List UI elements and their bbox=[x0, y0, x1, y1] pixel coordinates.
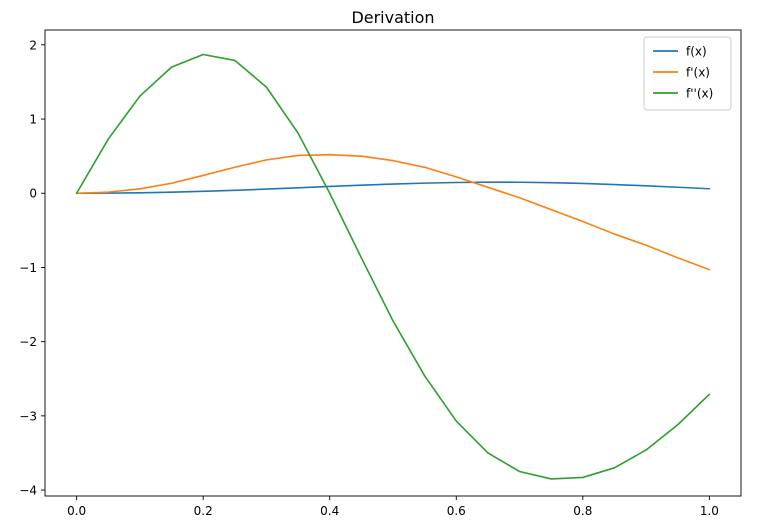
x-tick-label: 0.0 bbox=[67, 504, 86, 518]
y-tick-label: 2 bbox=[29, 38, 37, 52]
chart-title: Derivation bbox=[351, 8, 434, 27]
y-tick-label: 1 bbox=[29, 113, 37, 127]
legend: f(x) f'(x) f''(x) bbox=[643, 36, 732, 111]
legend-box bbox=[643, 36, 732, 111]
legend-label-1: f'(x) bbox=[686, 66, 710, 80]
y-tick-label: −2 bbox=[19, 335, 37, 349]
y-tick-label: 0 bbox=[29, 187, 37, 201]
y-tick-label: −1 bbox=[19, 261, 37, 275]
x-tick-label: 0.4 bbox=[320, 504, 339, 518]
x-tick-label: 1.0 bbox=[700, 504, 719, 518]
x-tick-label: 0.6 bbox=[447, 504, 466, 518]
plot-area: 0.0 0.2 0.4 0.6 0.8 1.0 −4 −3 −2 −1 0 1 2 f(x) f'(x) f'… bbox=[19, 29, 742, 518]
series-line-1 bbox=[75, 153, 711, 271]
series-group bbox=[75, 53, 711, 480]
axes-frame bbox=[44, 29, 742, 497]
legend-label-0: f(x) bbox=[686, 45, 707, 59]
y-tick-label: −4 bbox=[19, 484, 37, 498]
series-line-0 bbox=[75, 181, 711, 195]
x-tick-label: 0.8 bbox=[573, 504, 592, 518]
series-line-2 bbox=[75, 53, 711, 480]
x-tick-label: 0.2 bbox=[194, 504, 213, 518]
y-tick-label: −3 bbox=[19, 409, 37, 423]
legend-label-2: f''(x) bbox=[686, 87, 713, 101]
